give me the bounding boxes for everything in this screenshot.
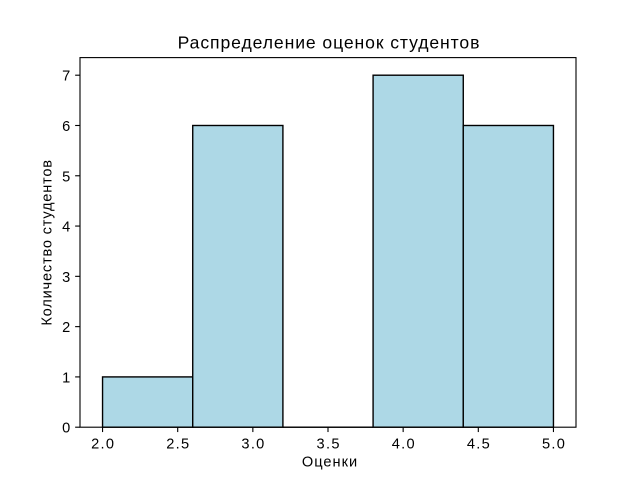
svg-text:2.0: 2.0 — [91, 436, 115, 452]
svg-text:3: 3 — [62, 270, 70, 286]
svg-text:Оценки: Оценки — [302, 455, 358, 471]
svg-text:Количество студентов: Количество студентов — [40, 159, 56, 325]
svg-text:3.0: 3.0 — [241, 436, 265, 452]
svg-text:3.5: 3.5 — [317, 436, 341, 452]
svg-text:Распределение оценок студентов: Распределение оценок студентов — [178, 32, 481, 52]
svg-text:1: 1 — [62, 370, 70, 386]
svg-text:4.5: 4.5 — [467, 436, 491, 452]
svg-text:4: 4 — [62, 220, 70, 236]
svg-text:4.0: 4.0 — [392, 436, 416, 452]
svg-text:2.5: 2.5 — [166, 436, 190, 452]
svg-text:5.0: 5.0 — [542, 436, 566, 452]
svg-text:5: 5 — [62, 169, 70, 185]
svg-text:2: 2 — [62, 320, 70, 336]
svg-text:7: 7 — [62, 69, 70, 85]
svg-text:6: 6 — [62, 119, 70, 135]
svg-text:0: 0 — [62, 421, 70, 437]
